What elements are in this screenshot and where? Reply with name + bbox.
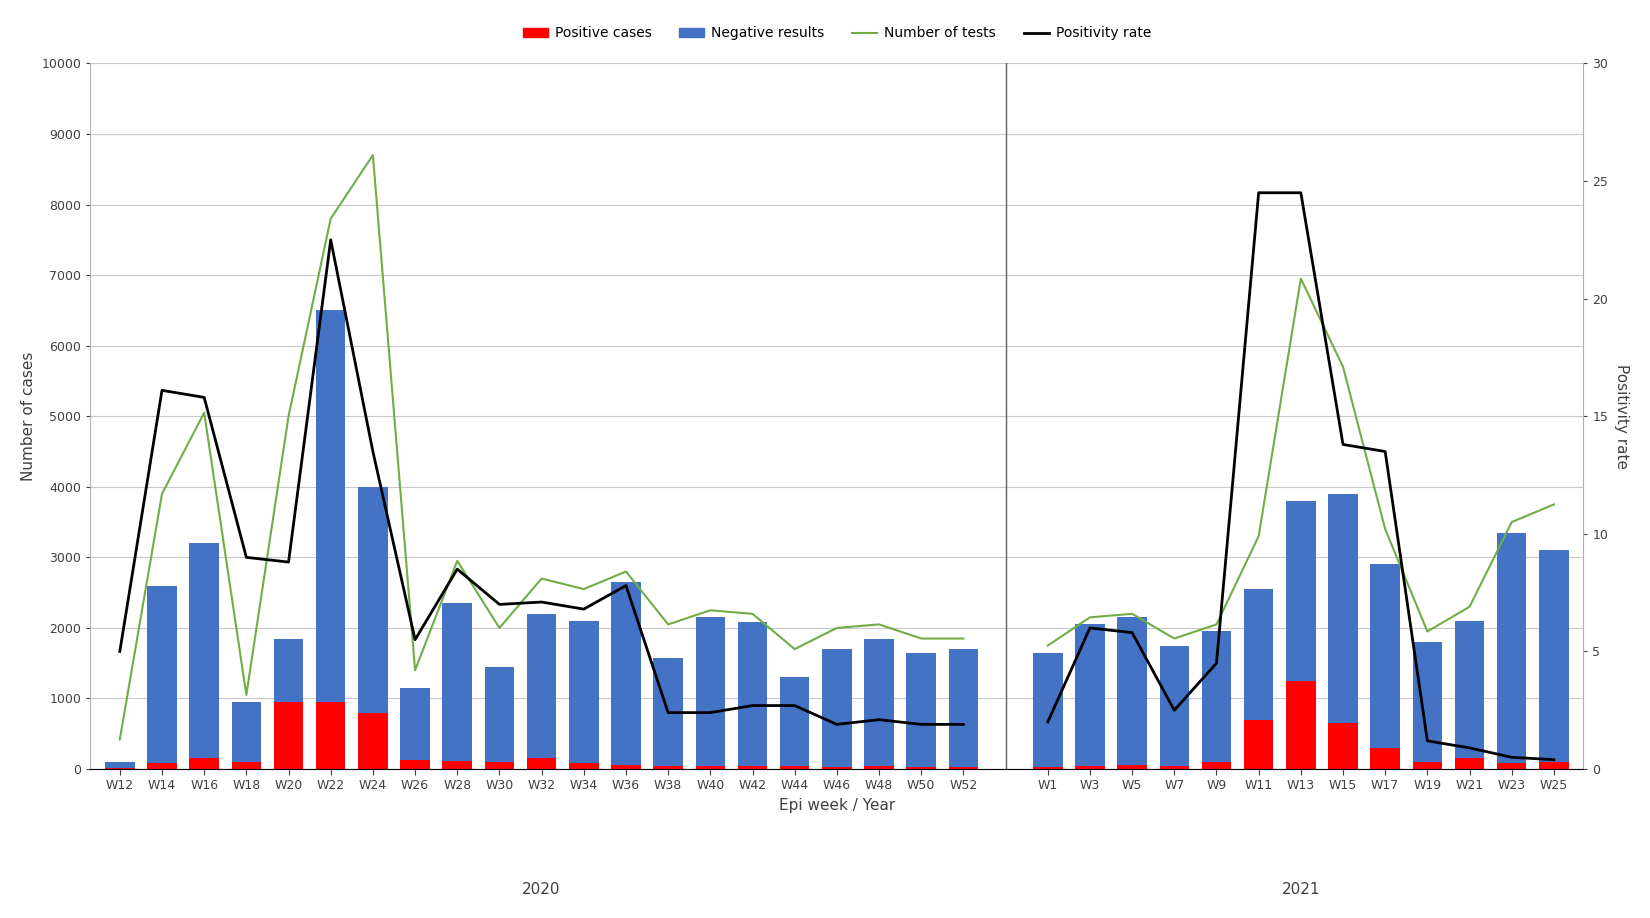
Text: 2021: 2021 bbox=[1282, 882, 1320, 897]
Bar bbox=[1412, 642, 1442, 769]
Bar bbox=[190, 758, 219, 769]
Y-axis label: Number of cases: Number of cases bbox=[21, 352, 36, 481]
Bar bbox=[1033, 653, 1063, 769]
Bar bbox=[485, 666, 515, 769]
Bar bbox=[315, 310, 345, 769]
Bar bbox=[610, 765, 640, 769]
Bar bbox=[1455, 621, 1485, 769]
Bar bbox=[906, 767, 936, 769]
Bar bbox=[1285, 501, 1315, 769]
Bar bbox=[485, 762, 515, 769]
Bar bbox=[822, 767, 851, 769]
Bar bbox=[442, 603, 472, 769]
Bar bbox=[315, 702, 345, 769]
Bar bbox=[906, 653, 936, 769]
Bar bbox=[1328, 494, 1358, 769]
Bar bbox=[1285, 681, 1315, 769]
Bar bbox=[1539, 550, 1569, 769]
Bar bbox=[1412, 762, 1442, 769]
Bar bbox=[274, 639, 304, 769]
Bar bbox=[1244, 589, 1274, 769]
Bar bbox=[569, 621, 599, 769]
Bar bbox=[610, 582, 640, 769]
Bar bbox=[780, 677, 810, 769]
Legend: Positive cases, Negative results, Number of tests, Positivity rate: Positive cases, Negative results, Number… bbox=[516, 21, 1157, 46]
Bar bbox=[1033, 767, 1063, 769]
Text: 2020: 2020 bbox=[523, 882, 561, 897]
Bar bbox=[1539, 762, 1569, 769]
Bar bbox=[1201, 632, 1231, 769]
Bar bbox=[822, 649, 851, 769]
Bar bbox=[231, 702, 261, 769]
Bar bbox=[949, 649, 978, 769]
Bar bbox=[526, 758, 556, 769]
Bar bbox=[780, 767, 810, 769]
Bar bbox=[865, 767, 894, 769]
Bar bbox=[526, 614, 556, 769]
Bar bbox=[147, 586, 177, 769]
Bar bbox=[949, 767, 978, 769]
Bar bbox=[1076, 624, 1106, 769]
Bar bbox=[1497, 532, 1526, 769]
Bar bbox=[1497, 764, 1526, 769]
Bar bbox=[1455, 758, 1485, 769]
Bar bbox=[274, 702, 304, 769]
Bar bbox=[1117, 765, 1147, 769]
Bar bbox=[1076, 766, 1106, 769]
Bar bbox=[1160, 645, 1190, 769]
Bar bbox=[1244, 720, 1274, 769]
Bar bbox=[106, 762, 135, 769]
Bar bbox=[190, 543, 219, 769]
Bar bbox=[653, 657, 683, 769]
Bar bbox=[401, 760, 431, 769]
Bar bbox=[358, 712, 388, 769]
Bar bbox=[231, 762, 261, 769]
Bar bbox=[147, 764, 177, 769]
X-axis label: Epi week / Year: Epi week / Year bbox=[779, 798, 894, 813]
Bar bbox=[696, 617, 724, 769]
Bar bbox=[358, 487, 388, 769]
Bar bbox=[865, 639, 894, 769]
Bar bbox=[401, 688, 431, 769]
Bar bbox=[1371, 748, 1399, 769]
Bar bbox=[569, 763, 599, 769]
Bar bbox=[653, 766, 683, 769]
Bar bbox=[442, 761, 472, 769]
Bar bbox=[738, 622, 767, 769]
Y-axis label: Positivity rate: Positivity rate bbox=[1614, 364, 1629, 469]
Bar bbox=[1371, 565, 1399, 769]
Bar bbox=[738, 767, 767, 769]
Bar bbox=[1160, 766, 1190, 769]
Bar bbox=[1328, 723, 1358, 769]
Bar bbox=[1117, 617, 1147, 769]
Bar bbox=[106, 767, 135, 769]
Bar bbox=[696, 766, 724, 769]
Bar bbox=[1201, 762, 1231, 769]
